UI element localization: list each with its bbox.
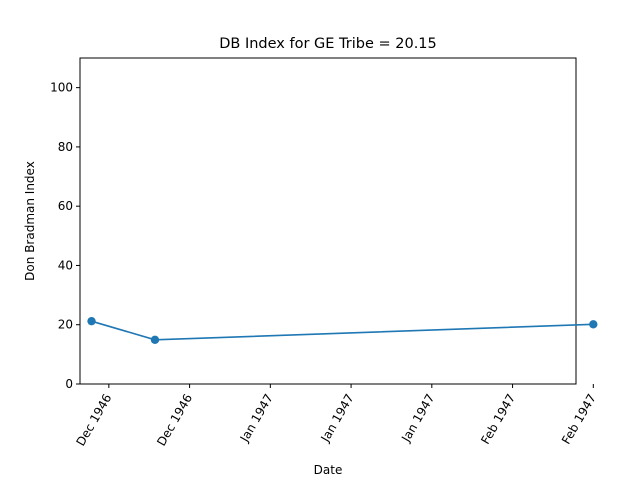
x-tick-label: Dec 1946 <box>74 392 115 449</box>
series-group <box>87 316 598 345</box>
chart-title: DB Index for GE Tribe = 20.15 <box>219 36 437 52</box>
y-tick-label: 100 <box>50 81 73 95</box>
x-tick-label: Feb 1947 <box>478 392 518 447</box>
y-tick-label: 80 <box>58 140 73 154</box>
plot-frame <box>79 57 577 385</box>
data-point <box>87 316 96 326</box>
x-tick-label: Feb 1947 <box>559 392 599 447</box>
x-axis: Dec 1946 Dec 1946 Jan 1947 Jan 1947 Jan 1947… <box>74 384 599 448</box>
y-axis-label: Don Bradman Index <box>23 161 37 281</box>
x-tick-label: Jan 1947 <box>398 392 437 446</box>
y-tick-label: 60 <box>58 199 73 213</box>
x-axis-label: Date <box>314 463 343 477</box>
x-tick-label: Dec 1946 <box>154 392 195 449</box>
y-axis: 0 20 40 60 80 100 <box>50 81 80 391</box>
y-tick-label: 0 <box>65 377 73 391</box>
x-tick-label: Jan 1947 <box>237 392 276 446</box>
data-point <box>589 320 598 329</box>
y-tick-label: 40 <box>58 258 73 272</box>
series-line <box>91 320 594 341</box>
y-tick-label: 20 <box>58 318 73 332</box>
x-tick-label: Jan 1947 <box>318 392 357 446</box>
data-point <box>150 335 160 345</box>
